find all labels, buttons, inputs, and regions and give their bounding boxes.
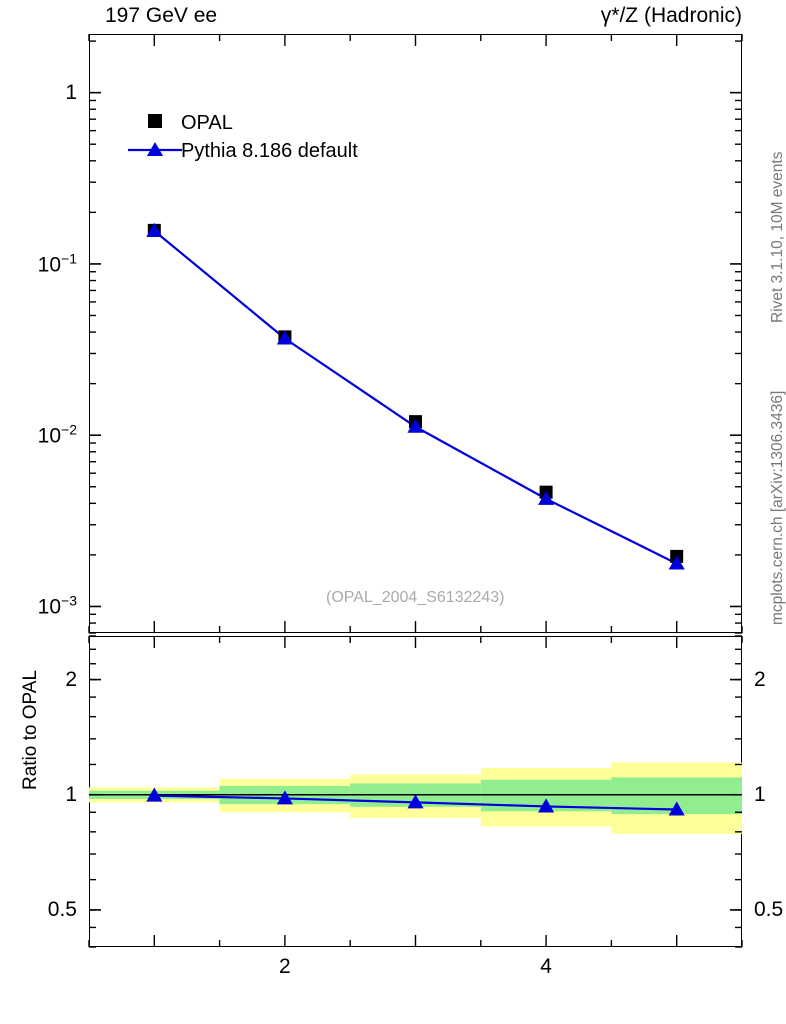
- ratio-y-tick-label: 1: [65, 782, 77, 806]
- ratio-y-tick-label: 2: [65, 667, 77, 691]
- main-y-tick-label: 1: [65, 80, 77, 104]
- header-right-title: γ*/Z (Hadronic): [600, 4, 742, 27]
- ratio-y-axis-title: Ratio to OPAL: [20, 669, 41, 790]
- header-left-title: 197 GeV ee: [105, 4, 218, 27]
- legend-label-opal: OPAL: [181, 112, 233, 134]
- ratio-y-tick-label-right: 1: [754, 782, 766, 806]
- source-info-label: mcplots.cern.ch [arXiv:1306.3436]: [769, 390, 786, 625]
- x-tick-label: 4: [540, 955, 552, 978]
- analysis-watermark: (OPAL_2004_S6132243): [326, 589, 505, 606]
- x-tick-label: 2: [279, 955, 291, 978]
- main-y-tick-label: 10−3: [37, 592, 77, 619]
- ratio-y-tick-label-right: 0.5: [754, 897, 784, 921]
- ratio-plot-panel: [89, 636, 742, 947]
- ratio-y-tick-label: 0.5: [47, 897, 77, 921]
- ratio-y-tick-label-right: 2: [754, 667, 766, 691]
- main-y-tick-label: 10−1: [37, 250, 77, 277]
- main-y-tick-label: 10−2: [37, 421, 77, 448]
- generator-info-label: Rivet 3.1.10, 10M events: [769, 151, 786, 323]
- legend-label-mc: Pythia 8.186 default: [181, 140, 358, 162]
